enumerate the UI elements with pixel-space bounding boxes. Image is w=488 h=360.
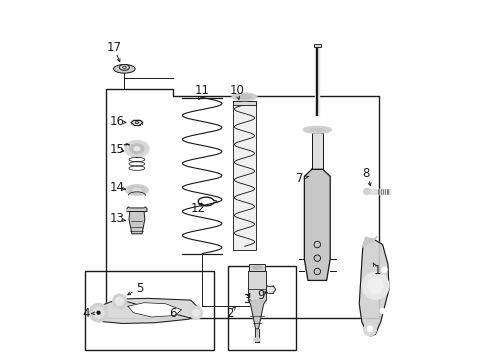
Circle shape — [112, 294, 126, 309]
Ellipse shape — [125, 185, 148, 195]
Polygon shape — [97, 298, 198, 323]
Text: 13: 13 — [109, 212, 124, 225]
Bar — [233, 101, 255, 105]
Circle shape — [381, 267, 386, 273]
Ellipse shape — [253, 338, 260, 341]
Text: 10: 10 — [229, 84, 244, 97]
Circle shape — [361, 272, 388, 300]
Polygon shape — [304, 169, 329, 280]
Text: 5: 5 — [136, 282, 143, 295]
Text: 12: 12 — [191, 202, 205, 215]
Text: 6: 6 — [169, 307, 176, 320]
Polygon shape — [359, 239, 388, 336]
Polygon shape — [314, 47, 319, 116]
Ellipse shape — [251, 266, 262, 269]
Ellipse shape — [131, 120, 142, 126]
Text: 14: 14 — [109, 181, 124, 194]
Text: 9: 9 — [256, 289, 264, 302]
Circle shape — [96, 311, 101, 315]
Ellipse shape — [132, 188, 141, 192]
Ellipse shape — [133, 147, 140, 151]
Ellipse shape — [129, 186, 144, 194]
Bar — [313, 44, 320, 47]
Ellipse shape — [363, 188, 369, 195]
Circle shape — [189, 306, 202, 319]
Bar — [228, 266, 296, 350]
Text: 8: 8 — [362, 167, 369, 180]
Text: 3: 3 — [243, 293, 250, 306]
Ellipse shape — [309, 128, 324, 132]
Circle shape — [366, 326, 372, 332]
Polygon shape — [247, 300, 265, 329]
Circle shape — [363, 323, 376, 336]
Polygon shape — [254, 329, 259, 342]
Text: 16: 16 — [109, 116, 124, 129]
Polygon shape — [128, 303, 182, 317]
Ellipse shape — [303, 126, 331, 134]
Bar — [85, 271, 214, 350]
Circle shape — [115, 297, 124, 306]
Polygon shape — [361, 236, 376, 247]
Ellipse shape — [264, 285, 275, 294]
Circle shape — [367, 278, 383, 294]
Text: 1: 1 — [373, 264, 380, 277]
Bar — [247, 271, 265, 300]
Ellipse shape — [237, 94, 251, 99]
Ellipse shape — [231, 93, 257, 101]
Circle shape — [379, 308, 385, 314]
Text: 11: 11 — [194, 84, 209, 97]
Ellipse shape — [267, 287, 273, 292]
Text: 2: 2 — [226, 307, 233, 320]
Bar — [311, 133, 322, 169]
Ellipse shape — [124, 140, 149, 157]
Circle shape — [192, 309, 199, 316]
Polygon shape — [129, 212, 144, 234]
Ellipse shape — [119, 64, 129, 70]
Ellipse shape — [113, 64, 135, 73]
Polygon shape — [126, 207, 147, 212]
Text: 7: 7 — [296, 172, 303, 185]
Circle shape — [89, 303, 108, 322]
Text: 4: 4 — [82, 307, 90, 320]
Polygon shape — [369, 189, 389, 194]
Circle shape — [93, 307, 104, 319]
Text: 15: 15 — [109, 143, 124, 156]
Bar — [233, 101, 255, 250]
Text: 17: 17 — [106, 41, 121, 54]
FancyBboxPatch shape — [249, 264, 264, 271]
Ellipse shape — [129, 144, 144, 154]
